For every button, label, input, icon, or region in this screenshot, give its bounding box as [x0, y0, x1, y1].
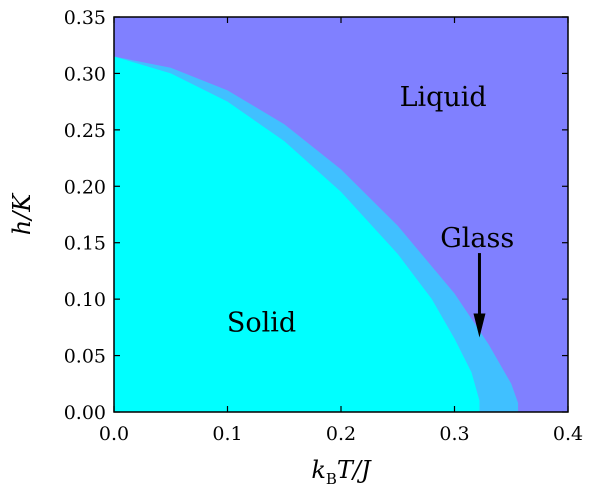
- y-axis-label: h/K: [8, 192, 36, 236]
- x-tick-label: 0.0: [99, 423, 129, 445]
- y-tick-label: 0.25: [64, 120, 106, 142]
- y-tick-label: 0.05: [64, 346, 106, 368]
- y-tick-label: 0.15: [64, 233, 106, 255]
- x-tick-label: 0.1: [212, 423, 242, 445]
- x-axis-label-main: k: [311, 456, 326, 484]
- y-tick-label: 0.35: [64, 7, 106, 29]
- x-axis-label-rest: T/J: [337, 456, 372, 484]
- x-axis-label-subscript: B: [326, 470, 337, 486]
- glass-arrow-head: [473, 313, 486, 338]
- x-tick-label: 0.2: [326, 423, 356, 445]
- axis-ticks: 0.0 0.1 0.2 0.3 0.4 0.00 0.05 0.10 0.15 0.20 0.25 0…: [64, 7, 583, 445]
- y-tick-label: 0.20: [64, 176, 106, 198]
- region-label-glass: Glass: [440, 223, 514, 254]
- region-solid: [114, 56, 480, 412]
- x-tick-label: 0.3: [439, 423, 469, 445]
- y-tick-label: 0.10: [64, 289, 106, 311]
- plot-area: [114, 17, 568, 412]
- x-axis-label: kBT/J: [311, 456, 372, 486]
- region-label-liquid: Liquid: [400, 82, 487, 113]
- region-label-solid: Solid: [227, 308, 296, 339]
- y-tick-label: 0.00: [64, 402, 106, 424]
- annotations: Liquid Glass Solid: [227, 82, 514, 339]
- y-tick-label: 0.30: [64, 63, 106, 85]
- x-tick-label: 0.4: [553, 423, 583, 445]
